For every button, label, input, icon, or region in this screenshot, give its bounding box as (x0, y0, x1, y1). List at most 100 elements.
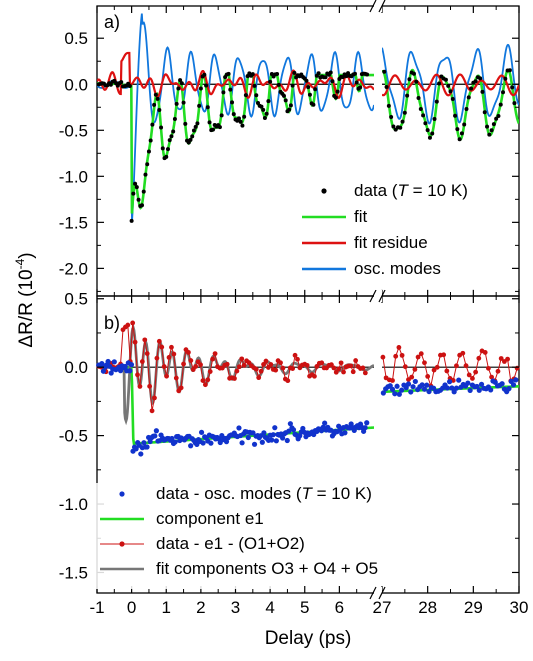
legend-label: osc. modes (354, 259, 441, 278)
data-point (418, 106, 423, 111)
data-point (485, 124, 490, 129)
data-point (507, 68, 512, 73)
data-minus-e1-point (412, 367, 418, 372)
data-point (478, 76, 483, 81)
data-minus-osc-point (499, 381, 505, 387)
x-tick-label: -1 (89, 598, 104, 617)
data-minus-e1-point (173, 375, 179, 381)
data-minus-e1-point (285, 378, 291, 384)
data-minus-e1-point (236, 364, 242, 370)
data-minus-e1-point (137, 384, 143, 389)
data-minus-e1-point (234, 368, 240, 374)
data-point (236, 116, 241, 121)
x-tick-label: 27 (373, 598, 392, 617)
data-point (143, 172, 148, 177)
axis-break-mark (369, 0, 377, 13)
data-minus-osc-point (138, 451, 144, 457)
panel-a (96, 13, 519, 223)
data-minus-e1-point (261, 362, 266, 367)
data-point (450, 96, 455, 101)
x-tick-label: 0 (127, 598, 136, 617)
data-minus-osc-point (419, 382, 425, 388)
data-minus-osc-point (449, 385, 455, 391)
data-point (421, 113, 426, 118)
data-point (407, 77, 412, 82)
axis-break-gap (374, 290, 382, 302)
data-point (183, 121, 188, 126)
data-minus-e1-point (390, 378, 395, 383)
data-minus-e1-point (312, 373, 317, 379)
data-point (405, 93, 410, 98)
legend-label: fit residue (354, 233, 428, 252)
data-minus-e1-point (486, 365, 491, 371)
data-point (167, 138, 172, 143)
data-point (145, 162, 150, 167)
x-axis-title: Delay (ps) (265, 628, 352, 649)
data-point (389, 114, 394, 119)
data-minus-e1-point (147, 383, 153, 389)
data-minus-e1-point (460, 350, 466, 356)
data-point (455, 127, 460, 132)
axes: 0.5 0.0 -0.5 -1.0 -1.5 -2.0 0.5 0.0 -0.5 -1.0 -1.5… (59, 0, 529, 617)
data-minus-e1-point (331, 365, 337, 371)
data-point (501, 90, 506, 95)
y-tick-label: -1.0 (59, 167, 88, 186)
panel-a-label: a) (104, 12, 120, 32)
data-minus-osc-point (456, 377, 462, 383)
data-minus-osc-point (239, 440, 245, 446)
x-tick-label: 30 (510, 598, 529, 617)
axis-break-mark (378, 586, 386, 600)
y-axis-title-exp: -4 (13, 258, 27, 269)
data-minus-e1-point (268, 362, 274, 367)
data-minus-osc-point (290, 427, 297, 433)
data-minus-osc-point (446, 379, 453, 385)
data-point (510, 85, 515, 90)
data-minus-e1-point (152, 395, 157, 401)
data-minus-e1-point (418, 351, 424, 357)
data-minus-e1-point (514, 365, 520, 371)
data-point (512, 101, 517, 106)
data-minus-osc-point (506, 386, 512, 392)
data-minus-osc-point (169, 435, 175, 442)
data-point (382, 69, 387, 74)
data-point (313, 87, 318, 92)
data-point (188, 137, 193, 142)
data-minus-e1-point (409, 374, 415, 380)
x-tick-label: 4 (265, 598, 274, 617)
legend-a: data (T = 10 K) fit fit residue osc. modes (294, 180, 494, 290)
data-minus-e1-point (132, 339, 138, 345)
data-point (230, 100, 235, 105)
data-minus-osc-point (396, 391, 402, 397)
data-minus-e1-point (142, 337, 148, 343)
data-point (243, 93, 248, 98)
data-point (197, 103, 202, 108)
data-point (134, 185, 139, 190)
data-minus-osc-point (284, 437, 290, 444)
y-tick-label: 0.0 (64, 75, 88, 94)
data-point (133, 181, 138, 186)
data-point (443, 77, 448, 82)
data-point (250, 72, 255, 77)
data-minus-e1-point (399, 352, 405, 358)
data-minus-e1-point (338, 360, 344, 366)
data-point (283, 98, 288, 103)
y-tick-label: -0.5 (59, 121, 88, 140)
data-minus-osc-point (362, 425, 368, 431)
data-minus-osc-point (476, 387, 482, 393)
data-point (169, 134, 174, 139)
data-minus-e1-point (466, 372, 472, 378)
data-point (423, 121, 428, 126)
data-point (473, 79, 478, 84)
data-point (195, 121, 200, 126)
data-point (179, 81, 184, 86)
data-point (148, 138, 153, 143)
data-minus-e1-point (144, 351, 150, 356)
data-minus-e1-point (256, 375, 262, 381)
data-point (402, 110, 407, 115)
data-point (432, 116, 437, 121)
data-point (190, 134, 195, 139)
data-minus-e1-point (422, 360, 427, 366)
osc-modes-line (97, 13, 374, 223)
legend-background (294, 180, 494, 290)
